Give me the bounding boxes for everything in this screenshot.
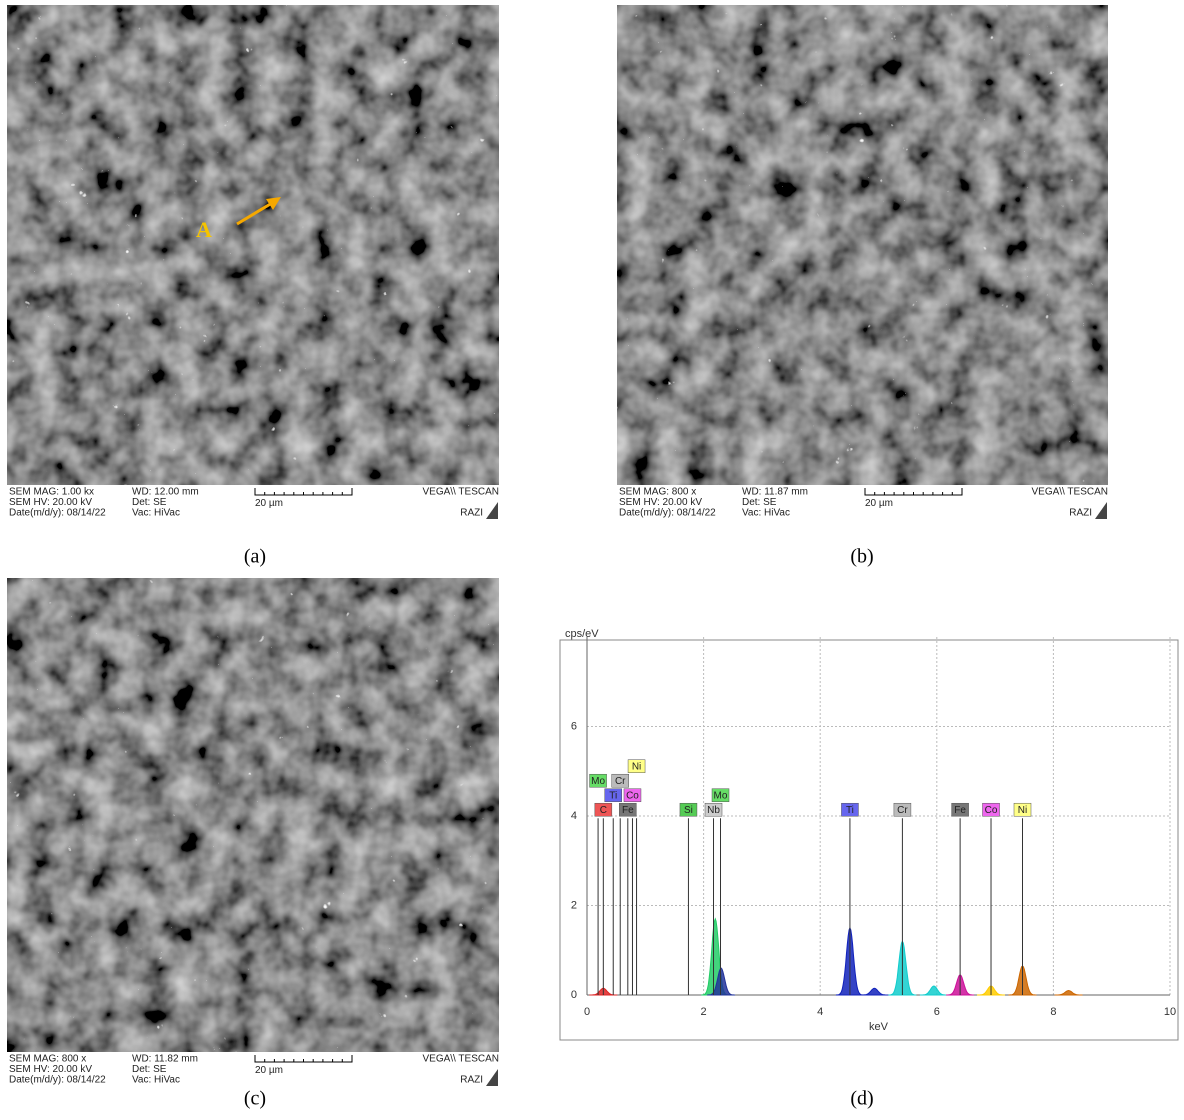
logo (1095, 502, 1107, 519)
logo (486, 502, 498, 519)
element-tag (679, 802, 698, 817)
info-text: Date(m/d/y): 08/14/22 (9, 508, 106, 519)
info-text: RAZI (460, 1075, 483, 1086)
info-text: VEGA\\ TESCAN (422, 1054, 499, 1065)
spectrum-peak (860, 987, 889, 996)
element-label: Mo (591, 776, 605, 787)
arrow-head (266, 197, 281, 210)
arrow (236, 201, 273, 226)
info-text: RAZI (1069, 508, 1092, 519)
element-tag (611, 773, 629, 788)
element-tag (604, 788, 622, 802)
element-tag (711, 788, 730, 802)
y-tick-label: 0 (571, 989, 577, 1001)
element-tag (704, 802, 723, 817)
element-label: Cr (897, 805, 908, 816)
x-tick-label: 6 (934, 1006, 940, 1018)
info-text: SEM MAG: 1.00 kx (9, 487, 94, 498)
x-tick-label: 2 (701, 1006, 707, 1018)
info-text: Vac: HiVac (742, 508, 790, 519)
y-tick-label: 6 (571, 720, 577, 732)
info-text: 20 µm (255, 1065, 283, 1076)
info-text: SEM HV: 20.00 kV (619, 497, 702, 508)
info-text: VEGA\\ TESCAN (1031, 487, 1108, 498)
info-text: SEM MAG: 800 x (9, 1054, 86, 1065)
info-text: Date(m/d/y): 08/14/22 (9, 1075, 106, 1086)
sem-image (7, 578, 499, 1052)
info-text: RAZI (460, 508, 483, 519)
sem-image (7, 5, 499, 485)
element-tag (594, 802, 613, 817)
element-label: Si (684, 805, 693, 816)
scale-bar (864, 488, 963, 496)
element-tag (951, 802, 969, 817)
info-text: Vac: HiVac (132, 1075, 180, 1086)
info-text: 20 µm (255, 498, 283, 509)
element-label: Ni (632, 761, 641, 772)
element-label: Ni (1018, 805, 1027, 816)
element-tag (589, 773, 607, 788)
element-tag (619, 802, 637, 817)
element-label: Ti (609, 790, 617, 801)
element-label: Fe (954, 805, 966, 816)
logo (486, 1069, 498, 1086)
info-text: WD: 11.82 mm (132, 1054, 198, 1065)
info-text: Det: SE (132, 1064, 167, 1075)
x-axis-label: keV (869, 1021, 889, 1033)
element-label: Fe (622, 805, 634, 816)
info-text: Vac: HiVac (132, 508, 180, 519)
caption: (c) (244, 1088, 266, 1110)
caption: (a) (244, 546, 266, 568)
info-text: VEGA\\ TESCAN (422, 487, 499, 498)
element-tag (1013, 802, 1032, 817)
scale-bar (254, 488, 353, 496)
x-tick-label: 4 (817, 1006, 823, 1018)
element-tag (623, 788, 642, 802)
y-axis-label: cps/eV (565, 628, 599, 640)
info-text: SEM HV: 20.00 kV (9, 1064, 92, 1075)
info-text: SEM MAG: 800 x (619, 487, 696, 498)
element-label: C (600, 805, 607, 816)
y-tick-label: 2 (571, 899, 577, 911)
info-text: WD: 11.87 mm (742, 487, 808, 498)
element-label: Cr (615, 776, 626, 787)
caption: (b) (850, 546, 873, 568)
element-label: Co (626, 790, 639, 801)
info-text: SEM HV: 20.00 kV (9, 497, 92, 508)
scale-bar (254, 1055, 353, 1063)
info-text: Det: SE (132, 497, 167, 508)
x-tick-label: 10 (1164, 1006, 1176, 1018)
element-tag (627, 759, 646, 773)
annotation: A (196, 217, 212, 242)
x-tick-label: 0 (584, 1006, 590, 1018)
caption: (d) (850, 1088, 873, 1110)
element-tag (841, 802, 859, 817)
element-label: Ti (846, 805, 854, 816)
x-tick-label: 8 (1050, 1006, 1056, 1018)
chart-frame (559, 639, 1179, 1041)
sem-image (617, 5, 1108, 485)
element-label: Mo (714, 790, 728, 801)
info-text: 20 µm (865, 498, 893, 509)
y-tick-label: 4 (571, 810, 577, 822)
spectrum-peak (919, 985, 948, 996)
element-tag (893, 802, 912, 817)
spectrum-peak (707, 967, 736, 996)
element-label: Co (985, 805, 998, 816)
info-text: Det: SE (742, 497, 777, 508)
element-tag (982, 802, 1000, 817)
info-text: WD: 12.00 mm (132, 487, 199, 498)
spectrum-peak (1054, 989, 1083, 996)
element-label: Nb (707, 805, 720, 816)
info-text: Date(m/d/y): 08/14/22 (619, 508, 716, 519)
